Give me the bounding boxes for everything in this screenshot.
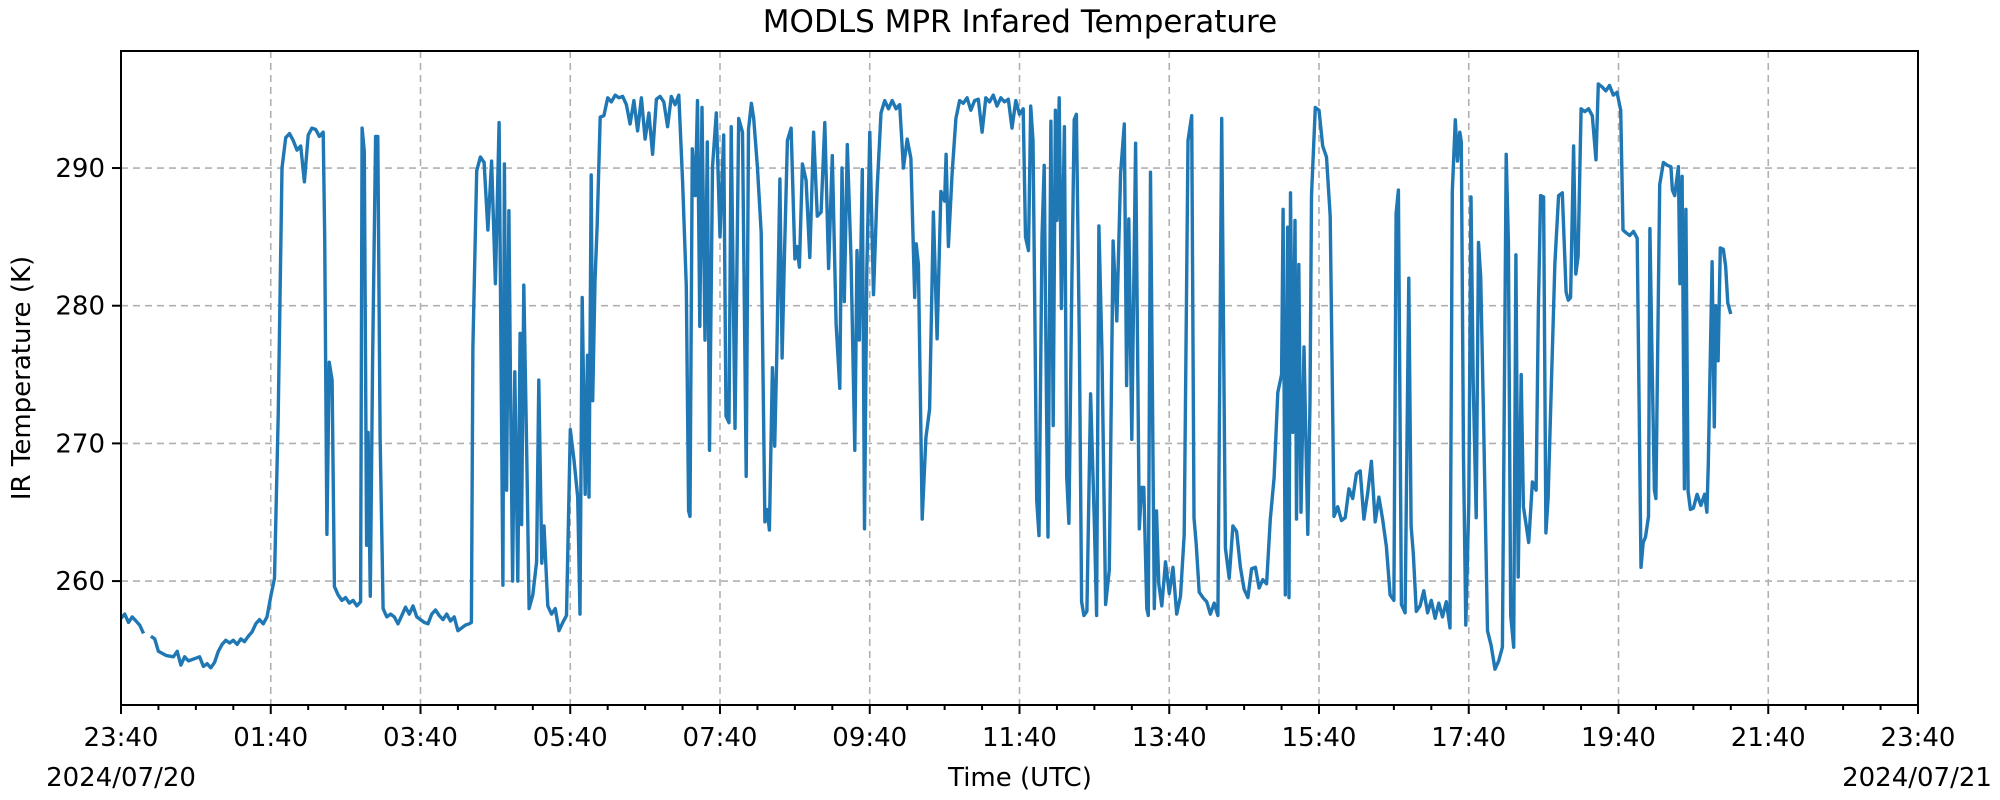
x-tick-label: 01:40 xyxy=(233,723,308,753)
axis-ticks: 23:40 01:40 03:40 05:40 07:40 09:40 11:40 13:40… xyxy=(55,154,1955,753)
y-tick-label: 260 xyxy=(55,567,105,597)
temperature-series-line xyxy=(119,612,146,635)
x-tick-label: 15:40 xyxy=(1282,723,1357,753)
x-tick-label: 21:40 xyxy=(1731,723,1806,753)
x-tick-label: 13:40 xyxy=(1132,723,1207,753)
x-tick-label: 07:40 xyxy=(683,723,758,753)
y-axis-label: IR Temperature (K) xyxy=(7,256,37,500)
x-tick-label: 23:40 xyxy=(84,723,159,753)
x-tick-label: 09:40 xyxy=(832,723,907,753)
x-tick-label: 11:40 xyxy=(982,723,1057,753)
temperature-series-line xyxy=(149,82,1733,671)
x-tick-label: 17:40 xyxy=(1431,723,1506,753)
x-axis-label: Time (UTC) xyxy=(947,763,1092,793)
x-tick-label: 05:40 xyxy=(533,723,608,753)
series-layer xyxy=(119,82,1733,671)
y-tick-label: 280 xyxy=(55,292,105,322)
x-start-date-label: 2024/07/20 xyxy=(46,763,196,793)
x-tick-label: 23:40 xyxy=(1881,723,1956,753)
x-end-date-label: 2024/07/21 xyxy=(1842,763,1992,793)
x-tick-label: 03:40 xyxy=(383,723,458,753)
y-tick-label: 290 xyxy=(55,154,105,184)
y-tick-label: 270 xyxy=(55,429,105,459)
x-tick-label: 19:40 xyxy=(1581,723,1656,753)
chart-title: MODLS MPR Infared Temperature xyxy=(763,4,1277,40)
